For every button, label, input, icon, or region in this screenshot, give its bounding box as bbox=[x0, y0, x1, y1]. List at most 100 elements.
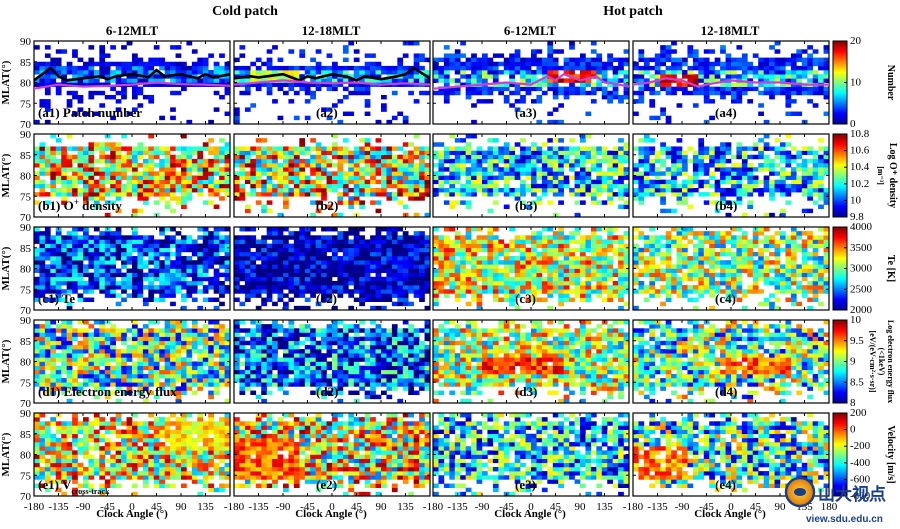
heatmap-cell bbox=[381, 268, 387, 273]
y-axis-label: MLAT(°) bbox=[0, 60, 12, 104]
heatmap-cell bbox=[419, 272, 425, 278]
heatmap-cell bbox=[55, 285, 62, 290]
heatmap-cell bbox=[66, 154, 73, 160]
heatmap-cell bbox=[460, 167, 466, 172]
heatmap-cell bbox=[337, 119, 344, 125]
heatmap-cell bbox=[255, 146, 262, 151]
heatmap-cell bbox=[142, 297, 149, 302]
heatmap-cell bbox=[547, 183, 554, 189]
heatmap-cell bbox=[818, 163, 824, 168]
heatmap-cell bbox=[590, 187, 597, 193]
heatmap-cell bbox=[250, 289, 257, 294]
heatmap-cell bbox=[665, 86, 672, 92]
heatmap-cell bbox=[736, 183, 743, 189]
heatmap-cell bbox=[315, 150, 322, 156]
heatmap-cell bbox=[39, 99, 46, 104]
heatmap-cell bbox=[476, 167, 483, 172]
heatmap-cell bbox=[386, 70, 393, 75]
heatmap-cell bbox=[509, 167, 515, 172]
heatmap-cell bbox=[823, 192, 830, 197]
heatmap-cell bbox=[197, 268, 204, 273]
heatmap-cell bbox=[465, 146, 472, 151]
heatmap-cell bbox=[208, 231, 214, 236]
heatmap-cell bbox=[197, 256, 204, 261]
heatmap-cell bbox=[687, 158, 694, 164]
heatmap-cell bbox=[618, 256, 624, 261]
heatmap-cell bbox=[293, 74, 300, 79]
heatmap-cell bbox=[492, 65, 499, 71]
heatmap-cell bbox=[293, 192, 300, 197]
heatmap-cell bbox=[638, 99, 645, 104]
heatmap-cell bbox=[321, 187, 327, 193]
heatmap-cell bbox=[558, 179, 564, 185]
heatmap-cell bbox=[321, 289, 327, 294]
heatmap-cell bbox=[277, 247, 284, 253]
heatmap-cell bbox=[443, 61, 450, 67]
heatmap-cell bbox=[66, 192, 73, 197]
heatmap-cell bbox=[99, 247, 106, 253]
heatmap-cell bbox=[601, 150, 608, 156]
heatmap-cell bbox=[83, 154, 89, 160]
heatmap-cell bbox=[397, 239, 404, 244]
heatmap-cell bbox=[44, 285, 51, 290]
heatmap-cell bbox=[552, 154, 559, 160]
heatmap-cell bbox=[454, 276, 461, 282]
heatmap-cell bbox=[785, 82, 792, 87]
heatmap-cell bbox=[66, 243, 73, 249]
heatmap-cell bbox=[266, 251, 273, 257]
heatmap-cell bbox=[443, 251, 450, 257]
heatmap-cell bbox=[569, 268, 575, 273]
heatmap-cell bbox=[720, 90, 726, 96]
heatmap-cell bbox=[244, 239, 251, 244]
heatmap-cell bbox=[391, 179, 398, 185]
heatmap-cell bbox=[482, 86, 488, 92]
heatmap-cell bbox=[213, 204, 220, 209]
heatmap-cell bbox=[181, 158, 187, 164]
heatmap-cell bbox=[509, 293, 515, 298]
heatmap-cell bbox=[443, 268, 450, 273]
heatmap-cell bbox=[110, 200, 116, 205]
heatmap-cell bbox=[531, 247, 537, 253]
heatmap-cell bbox=[807, 57, 813, 63]
heatmap-cell bbox=[607, 82, 613, 87]
heatmap-cell bbox=[596, 175, 603, 180]
heatmap-cell bbox=[601, 179, 608, 185]
heatmap-cell bbox=[359, 200, 365, 205]
heatmap-cell bbox=[471, 171, 477, 176]
heatmap-cell bbox=[633, 111, 639, 116]
heatmap-cell bbox=[471, 289, 477, 294]
heatmap-cell bbox=[476, 260, 483, 265]
heatmap-cell bbox=[454, 293, 461, 298]
heatmap-cell bbox=[514, 260, 521, 265]
heatmap-cell bbox=[72, 268, 78, 273]
heatmap-cell bbox=[191, 146, 198, 151]
heatmap-cell bbox=[277, 293, 284, 298]
heatmap-cell bbox=[181, 297, 187, 302]
heatmap-cell bbox=[596, 78, 603, 83]
panel-a4-label: (a4) bbox=[715, 105, 737, 120]
heatmap-cell bbox=[812, 154, 819, 160]
heatmap-cell bbox=[375, 171, 382, 176]
heatmap-cell bbox=[585, 61, 592, 67]
heatmap-cell bbox=[255, 163, 262, 168]
heatmap-cell bbox=[126, 256, 133, 261]
heatmap-cell bbox=[55, 264, 62, 269]
heatmap-cell bbox=[714, 86, 721, 92]
heatmap-cell bbox=[202, 163, 209, 168]
heatmap-cell bbox=[110, 142, 116, 147]
heatmap-cell bbox=[213, 150, 220, 156]
heatmap-cell bbox=[465, 187, 472, 193]
heatmap-cell bbox=[780, 208, 786, 214]
heatmap-cell bbox=[509, 154, 515, 160]
heatmap-cell bbox=[55, 90, 62, 96]
heatmap-cell bbox=[326, 243, 333, 249]
heatmap-cell bbox=[44, 272, 51, 278]
heatmap-cell bbox=[66, 239, 73, 244]
heatmap-cell bbox=[413, 163, 420, 168]
heatmap-cell bbox=[714, 154, 721, 160]
heatmap-cell bbox=[175, 158, 182, 164]
heatmap-cell bbox=[720, 146, 726, 151]
heatmap-cell bbox=[482, 99, 488, 104]
heatmap-cell bbox=[261, 158, 267, 164]
heatmap-cell bbox=[337, 78, 344, 83]
